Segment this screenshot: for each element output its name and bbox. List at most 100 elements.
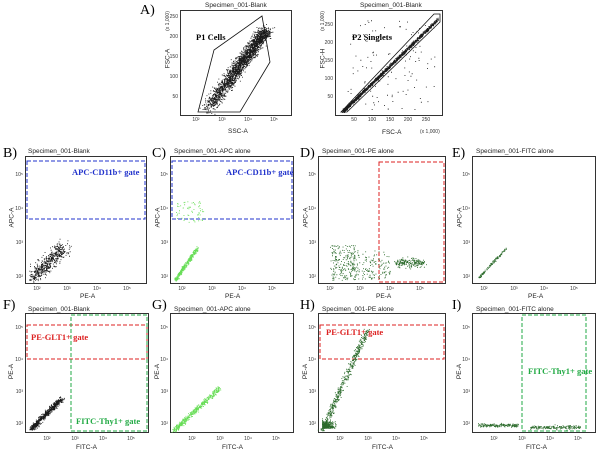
dots-a-left: [199, 24, 276, 115]
gate-label-f-fitc: FITC-Thy1+ gate: [76, 416, 141, 426]
tick-a-right-x-tick-3: 200: [404, 117, 413, 123]
plot-title-h: Specimen_001-PE alone: [322, 306, 394, 313]
tick-row3-0-x-tick-0: 10²: [43, 436, 51, 442]
panel-letter-d: D): [300, 146, 315, 161]
dots-a-right-points: [341, 17, 439, 113]
tick-row2-1-x-tick-3: 10⁵: [268, 286, 276, 292]
tick-row2-0-y-tick-1: 10³: [16, 240, 24, 246]
tick-a-right-y-tick-2: 150: [325, 58, 334, 64]
plot-title-a-right: Specimen_001-Blank: [360, 2, 422, 9]
tick-row2-0-y-tick-3: 10⁵: [15, 172, 23, 178]
plot-title-c: Specimen_001-APC alone: [174, 148, 251, 155]
axis-label-g-x: FITC-A: [222, 444, 243, 451]
tick-row2-0-y-tick-2: 10⁴: [15, 206, 23, 212]
plot-title-f: Specimen_001-Blank: [28, 306, 90, 313]
gate-d-pe: [378, 161, 445, 283]
tick-row2-2-x-tick-2: 10⁴: [386, 286, 394, 292]
tick-a-right-y-tick-1: 100: [325, 76, 334, 82]
gate-label-f-pe: PE-GLT1+ gate: [31, 332, 89, 342]
gate-h-pe-glt1: [319, 324, 445, 360]
tick-row3-3-x-tick-1: 10³: [518, 436, 526, 442]
tick-a-left-y-tick-1: 100: [170, 74, 179, 80]
dots-b: [29, 238, 72, 283]
panel-letter-f: F): [3, 298, 16, 313]
tick-a-right-x-tick-0: 50: [351, 117, 357, 123]
panel-letter-e: E): [452, 146, 466, 161]
tick-row3-0-y-tick-3: 10⁵: [15, 325, 23, 331]
axis-label-a-right-x: FSC-A: [382, 129, 402, 136]
tick-row3-2-y-tick-1: 10³: [309, 389, 317, 395]
plot-frame-c: [170, 156, 294, 284]
tick-a-left-y-tick-2: 150: [170, 54, 179, 60]
tick-row2-1-y-tick-1: 10³: [161, 240, 169, 246]
tick-row3-2-x-tick-2: 10⁴: [392, 436, 400, 442]
dots-a-right: [341, 17, 439, 113]
gate-label-i-fitc: FITC-Thy1+ gate: [528, 366, 593, 376]
tick-row3-2-x-tick-1: 10³: [364, 436, 372, 442]
gate-label-h-pe: PE-GLT1+ gate: [326, 327, 384, 337]
dots-d: [330, 245, 427, 281]
tick-row2-1-x-tick-2: 10⁴: [238, 286, 246, 292]
dots-d-points: [330, 245, 427, 281]
plot-title-b: Specimen_001-Blank: [28, 148, 90, 155]
tick-row2-3-x-tick-2: 10⁴: [540, 286, 548, 292]
tick-row2-0-x-tick-0: 10²: [33, 286, 41, 292]
tick-row2-3-x-tick-0: 10²: [480, 286, 488, 292]
panel-letter-c: C): [152, 146, 166, 161]
tick-row2-1-x-tick-1: 10³: [208, 286, 216, 292]
dots-i-points: [478, 422, 581, 431]
gate-f-pe-glt1: [26, 324, 148, 360]
plot-frame-h: [318, 313, 446, 433]
tick-row2-0-y-tick-0: 10²: [16, 274, 24, 280]
plot-frame-a-right: [335, 10, 443, 116]
tick-a-left-y-tick-3: 200: [170, 34, 179, 40]
axis-label-i-x: FITC-A: [526, 444, 547, 451]
gate-f-fitc-thy1: [70, 314, 148, 432]
dots-e-points: [478, 247, 507, 279]
panel-letter-i: I): [452, 298, 462, 313]
dots-h: [317, 328, 370, 432]
axis-label-c-x: PE-A: [225, 293, 241, 300]
tick-row3-1-y-tick-3: 10⁵: [160, 325, 168, 331]
tick-row2-3-x-tick-1: 10³: [510, 286, 518, 292]
tick-row3-2-y-tick-3: 10⁵: [308, 325, 316, 331]
dots-a-left-points: [199, 24, 276, 115]
dots-g-points: [171, 386, 222, 433]
dots-c-points: [174, 246, 199, 282]
plot-title-e: Specimen_001-FITC alone: [476, 148, 554, 155]
tick-row3-2-x-tick-3: 10⁵: [420, 436, 428, 442]
axis-label-e-x: PE-A: [528, 293, 544, 300]
plot-title-i: Specimen_001-FITC alone: [476, 306, 554, 313]
tick-row2-1-y-tick-3: 10⁵: [160, 172, 168, 178]
panel-letter-a: A): [140, 3, 155, 18]
tick-row3-0-x-tick-1: 10³: [71, 436, 79, 442]
axis-label-d-x: PE-A: [376, 293, 392, 300]
dots-f: [29, 396, 65, 431]
tick-a-right-y-tick-0: 50: [327, 94, 333, 100]
tick-row3-1-x-tick-1: 10³: [216, 436, 224, 442]
tick-row2-3-y-tick-3: 10⁵: [462, 172, 470, 178]
tick-row3-3-x-tick-3: 10⁵: [574, 436, 582, 442]
tick-row2-2-y-tick-0: 10²: [309, 274, 317, 280]
gate-b-apc-cd11b: [26, 160, 146, 220]
tick-row3-1-x-tick-3: 10⁵: [272, 436, 280, 442]
tick-a-left-x-tick-2: 10⁴: [244, 117, 252, 123]
tick-row3-1-x-tick-2: 10⁴: [244, 436, 252, 442]
dots-g: [171, 386, 222, 433]
tick-a-left-y-tick-4: 250: [170, 14, 179, 20]
dots-f-points: [29, 396, 65, 431]
tick-row2-3-y-tick-1: 10³: [463, 240, 471, 246]
plot-frame-i: [472, 313, 596, 433]
tick-row2-2-y-tick-3: 10⁵: [308, 172, 316, 178]
scale-note-a-right-x: (x 1,000): [420, 129, 440, 135]
tick-row2-0-x-tick-3: 10⁵: [123, 286, 131, 292]
tick-a-right-y-tick-3: 200: [325, 40, 334, 46]
tick-row2-3-x-tick-3: 10⁵: [570, 286, 578, 292]
gate-label-p2-singlets: P2 Singlets: [352, 32, 392, 42]
gate-c-apc-cd11b: [171, 160, 293, 220]
tick-a-right-x-tick-1: 100: [368, 117, 377, 123]
tick-row3-2-y-tick-2: 10⁴: [308, 357, 316, 363]
tick-a-left-x-tick-3: 10⁵: [270, 117, 278, 123]
tick-row3-1-y-tick-1: 10³: [161, 389, 169, 395]
